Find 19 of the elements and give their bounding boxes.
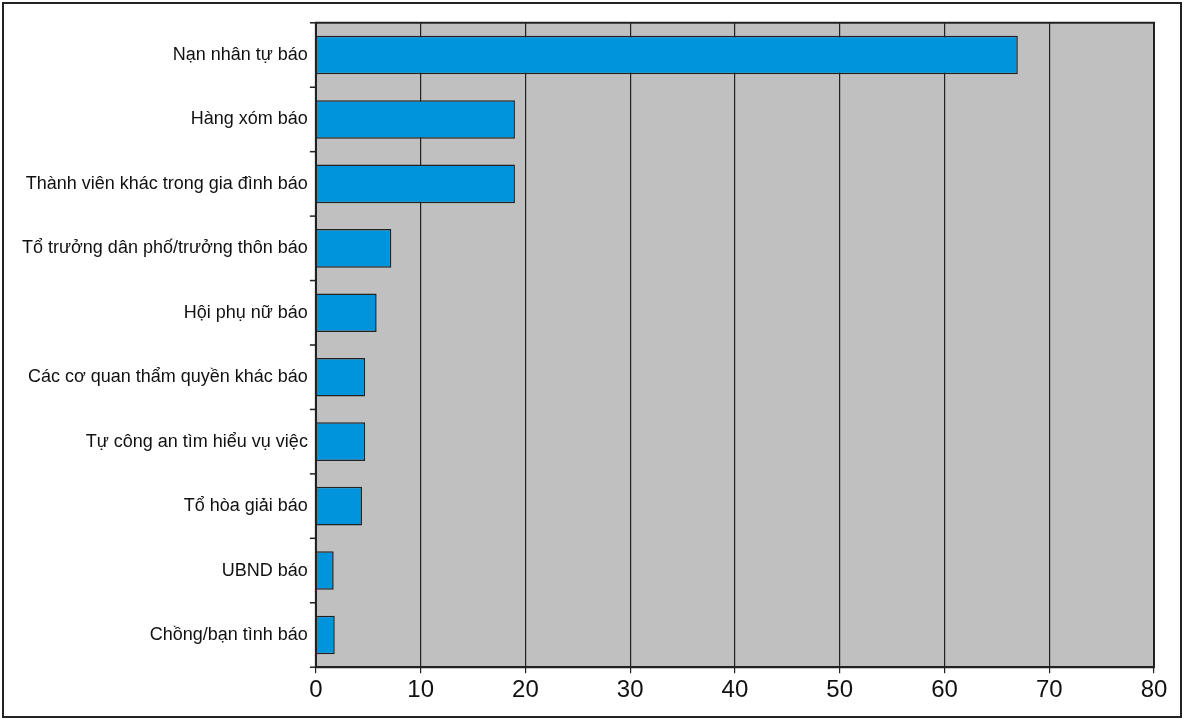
x-tick-label: 40 [721,675,749,703]
y-tick-label: Các cơ quan thẩm quyền khác báo [27,366,308,387]
y-tick-label: Thành viên khác trong gia đình báo [25,172,308,193]
x-tick-label: 80 [1140,675,1168,703]
y-tick-label: Hội phụ nữ báo [183,301,308,322]
y-tick-label: Nạn nhân tự báo [172,43,308,64]
y-tick-label: Tổ trưởng dân phố/trưởng thôn báo [21,237,308,258]
y-tick-label: Chồng/bạn tình báo [149,623,308,644]
y-tick-label: Tự công an tìm hiểu vụ việc [85,430,308,451]
x-tick-label: 0 [309,675,323,703]
y-tick-label: UBND báo [221,559,308,580]
x-tick-label: 50 [826,675,854,703]
x-tick-label: 70 [1035,675,1063,703]
y-tick-label: Tổ hòa giải báo [183,495,308,516]
x-tick-label: 10 [407,675,434,703]
x-tick-label: 60 [931,675,958,703]
x-tick-label: 30 [616,675,644,703]
x-tick-label: 20 [512,675,539,703]
y-tick-label: Hàng xóm báo [190,108,308,129]
